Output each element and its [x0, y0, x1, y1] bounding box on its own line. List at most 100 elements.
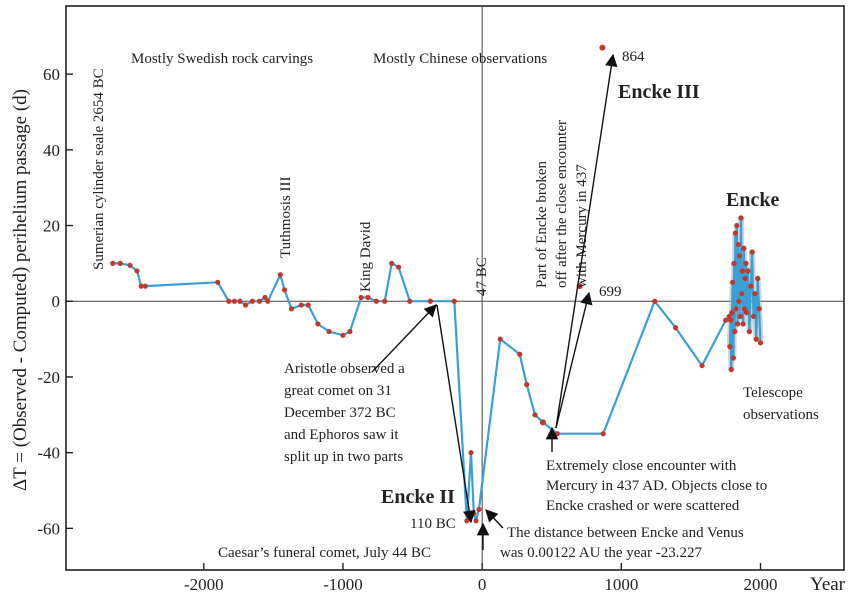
annotation-venus-line-1: The distance between Encke and Venus — [507, 525, 744, 541]
series-0-point-10 — [242, 302, 249, 308]
series-0-point-3 — [134, 268, 140, 274]
series-1-point-29 — [750, 313, 757, 319]
series-1-point-25 — [745, 268, 751, 274]
series-0-point-46 — [672, 325, 679, 331]
y-tick-label-3: 0 — [52, 292, 61, 311]
series-0-point-35 — [471, 510, 477, 516]
series-1-point-3 — [729, 310, 735, 316]
series-0-point-14 — [265, 298, 271, 304]
annotation-aristotle: Aristotle observed a great comet on 31 D… — [284, 361, 405, 465]
series-0-point-25 — [365, 294, 371, 301]
annotation-king-david: King David — [358, 221, 374, 292]
x-tick-label-2: 0 — [478, 575, 487, 593]
series-1-point-14 — [737, 253, 743, 259]
series-1-point-18 — [739, 268, 746, 274]
point-label-699: 699 — [599, 284, 622, 300]
series-0-point-44 — [600, 431, 606, 437]
series-1-point-4 — [730, 279, 736, 285]
series-1-point-26 — [746, 328, 752, 335]
series-1-point-17 — [739, 291, 745, 297]
series-1-point-0 — [727, 344, 733, 350]
series-0-point-41 — [532, 412, 538, 418]
series-1-point-5 — [730, 355, 736, 361]
series-0-point-43 — [554, 431, 560, 437]
series-1-point-27 — [748, 283, 754, 289]
x-tick-label-3: 1000 — [604, 575, 638, 593]
y-tick-label-5: 40 — [43, 141, 60, 160]
series-1-point-28 — [749, 249, 755, 255]
series-0-point-8 — [231, 298, 238, 304]
series-0-point-11 — [249, 298, 256, 304]
x-axis: -2000 -1000 0 1000 2000 — [184, 563, 777, 593]
series-0-point-24 — [358, 294, 364, 301]
annotation-mercury-line-2: Mercury in 437 AD. Objects close to — [546, 478, 767, 494]
series-1-point-19 — [740, 321, 746, 327]
arrow-part-broken — [555, 291, 593, 429]
x-tick-label-4: 2000 — [743, 575, 777, 593]
series-0-point-1 — [117, 260, 123, 266]
x-axis-title: Year — [810, 574, 846, 593]
series-0-point-26 — [373, 298, 379, 304]
annotation-telescope-line-1: Telescope — [743, 385, 803, 401]
annotation-mercury: Extremely close encounter with Mercury i… — [546, 458, 767, 514]
series-0-point-32 — [451, 298, 457, 304]
annotation-telescope: Telescope observations — [743, 385, 819, 423]
series-1-point-20 — [741, 245, 747, 251]
annotation-aristotle-line-3: December 372 BC — [284, 405, 396, 421]
y-tick-label-2: -20 — [37, 368, 60, 387]
series-1-point-13 — [736, 298, 742, 304]
annotation-aristotle-line-4: and Ephoros saw it — [284, 427, 399, 443]
plot-frame — [65, 5, 845, 571]
annotation-tuthmosis: Tuthmosis III — [278, 176, 294, 258]
series-0-point-31 — [427, 298, 433, 304]
series-0-point-39 — [517, 351, 523, 357]
series-1-point-15 — [737, 313, 743, 319]
annotation-part-broken-group: Part of Encke broken off after the close… — [534, 120, 590, 288]
series-1-point-1 — [727, 317, 734, 323]
point-label-110bc: 110 BC — [410, 516, 456, 532]
series-0-point-19 — [305, 302, 311, 308]
series-1-point-22 — [742, 275, 748, 282]
series-1-point-33 — [756, 306, 762, 312]
y-tick-label-6: 60 — [43, 65, 60, 84]
series-0-point-7 — [226, 298, 232, 304]
series-0-point-37 — [476, 506, 482, 513]
series-1-point-31 — [753, 336, 759, 342]
series-0-point-20 — [315, 321, 321, 327]
series-layer — [112, 215, 764, 522]
annotation-telescope-line-2: observations — [743, 407, 819, 423]
series-0-point-36 — [473, 518, 479, 524]
series-0-point-4 — [138, 283, 144, 289]
point-label-864: 864 — [622, 49, 645, 65]
annotation-encke2: Encke II — [381, 486, 455, 508]
arrow-encke2-split — [436, 304, 476, 524]
series-1-point-12 — [735, 241, 741, 248]
series-0-point-34 — [468, 450, 474, 456]
y-tick-label-0: -60 — [37, 519, 60, 538]
arrow-encke3 — [555, 53, 618, 429]
series-0-point-29 — [396, 264, 402, 270]
series-0-point-48 — [723, 317, 729, 323]
branch-0-point-2 — [599, 44, 606, 51]
annotation-part-broken-line-2: off after the close encounter — [554, 120, 570, 288]
y-axis: -60 -40 -20 0 20 40 60 — [37, 65, 73, 538]
series-0-point-2 — [127, 262, 133, 268]
series-0-point-6 — [215, 279, 221, 285]
series-1-point-6 — [731, 260, 737, 266]
series-0-point-15 — [277, 272, 283, 278]
series-1-point-30 — [752, 291, 758, 297]
annotation-aristotle-line-1: Aristotle observed a — [284, 361, 405, 377]
y-tick-label-4: 20 — [43, 217, 60, 236]
annotation-caesar: Caesar’s funeral comet, July 44 BC — [218, 545, 431, 561]
y-axis-title: ΔT = (Observed - Computed) perihelium pa… — [10, 89, 31, 491]
series-0-point-21 — [326, 328, 332, 335]
series-0-point-40 — [524, 381, 530, 388]
annotation-chinese: Mostly Chinese observations — [373, 51, 547, 67]
series-0-point-9 — [237, 298, 243, 304]
series-1-point-8 — [732, 230, 739, 236]
annotation-aristotle-line-2: great comet on 31 — [284, 383, 392, 399]
annotation-venus-line-2: was 0.00122 AU the year -23.227 — [500, 545, 703, 561]
series-0-point-47 — [699, 362, 705, 369]
series-1-point-21 — [741, 306, 748, 312]
annotation-encke3: Encke III — [618, 81, 700, 103]
